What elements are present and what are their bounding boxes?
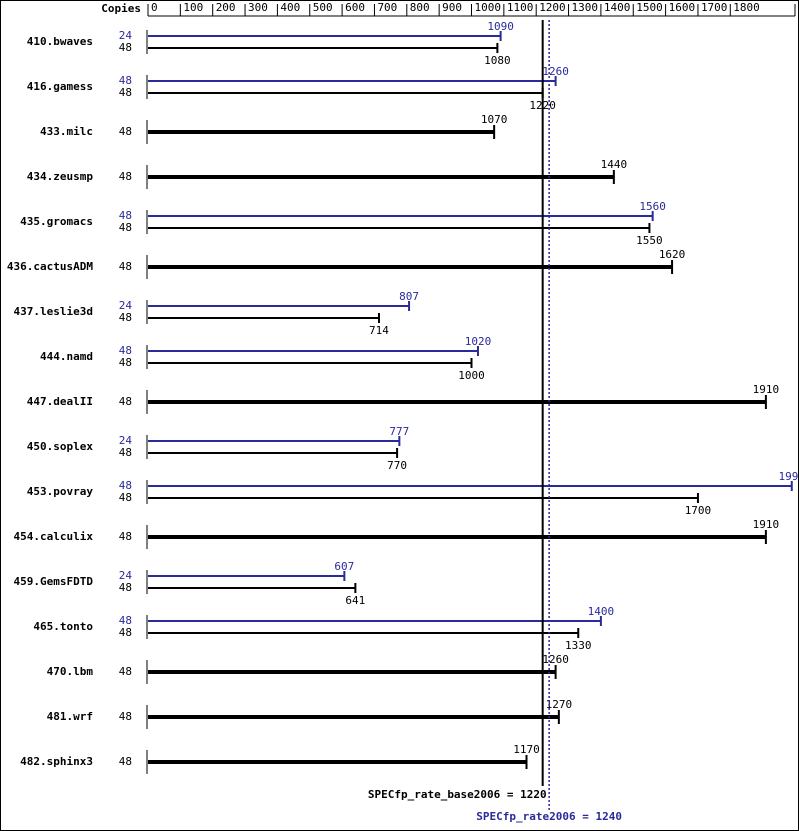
copies-label: 48 [119,125,132,138]
category-label: 481.wrf [47,710,93,723]
copies-label: 48 [119,530,132,543]
value-label: 1550 [636,234,663,247]
x-tick-label: 1600 [669,1,696,14]
category-label: 470.lbm [47,665,94,678]
value-label: 714 [369,324,389,337]
x-tick-label: 800 [410,1,430,14]
value-label: 1400 [588,605,615,618]
x-tick-label: 500 [313,1,333,14]
copies-label: 48 [119,41,132,54]
category-label: 447.dealII [27,395,93,408]
copies-label: 48 [119,710,132,723]
x-tick-label: 1200 [539,1,566,14]
copies-label: 48 [119,74,132,87]
category-label: 434.zeusmp [27,170,94,183]
copies-label: 24 [119,299,133,312]
category-label: 450.soplex [27,440,94,453]
value-label: 1170 [513,743,540,756]
copies-label: 48 [119,479,132,492]
copies-label: 48 [119,755,132,768]
value-label: 807 [399,290,419,303]
category-label: 437.leslie3d [14,305,93,318]
value-label: 1700 [685,504,712,517]
x-tick-label: 300 [248,1,268,14]
category-label: 453.povray [27,485,94,498]
value-label: 1080 [484,54,511,67]
value-label: 1330 [565,639,592,652]
x-tick-label: 1100 [507,1,533,14]
x-tick-label: 600 [345,1,365,14]
value-label: 1270 [546,698,573,711]
x-tick-label: 1800 [733,1,760,14]
reference-label: SPECfp_rate2006 = 1240 [476,810,622,823]
value-label: 1260 [542,65,569,78]
copies-label: 48 [119,221,132,234]
copies-label: 48 [119,581,132,594]
value-label: 1620 [659,248,686,261]
copies-label: 48 [119,311,132,324]
copies-label: 48 [119,170,132,183]
copies-label: 48 [119,209,132,222]
x-tick-label: 100 [183,1,203,14]
category-label: 454.calculix [14,530,94,543]
value-label: 770 [387,459,407,472]
category-label: 435.gromacs [20,215,93,228]
value-label: 1090 [487,20,514,33]
copies-label: 48 [119,446,132,459]
category-label: 444.namd [40,350,93,363]
copies-label: 48 [119,614,132,627]
copies-label: 48 [119,665,132,678]
copies-label: 48 [119,356,132,369]
reference-label: SPECfp_rate_base2006 = 1220 [368,788,547,801]
x-tick-label: 1300 [572,1,599,14]
copies-label: 48 [119,344,132,357]
copies-label: 48 [119,626,132,639]
x-tick-label: 0 [151,1,158,14]
value-label: 1440 [601,158,628,171]
copies-label: 48 [119,260,132,273]
x-tick-label: 1500 [636,1,663,14]
category-label: 436.cactusADM [7,260,93,273]
category-label: 410.bwaves [27,35,93,48]
category-label: 459.GemsFDTD [14,575,94,588]
x-tick-label: 1400 [604,1,631,14]
category-label: 482.sphinx3 [20,755,93,768]
value-label: 1000 [458,369,485,382]
value-label: 1910 [753,383,780,396]
x-tick-label: 200 [216,1,236,14]
copies-label: 48 [119,86,132,99]
copies-label: 24 [119,434,133,447]
copies-label: 24 [119,29,133,42]
category-label: 433.milc [40,125,93,138]
value-label: 607 [334,560,354,573]
x-tick-label: 700 [377,1,397,14]
copies-header: Copies [101,2,141,15]
copies-label: 48 [119,491,132,504]
x-tick-label: 400 [280,1,300,14]
value-label: 1990 [779,470,799,483]
value-label: 641 [345,594,365,607]
x-tick-label: 1700 [701,1,728,14]
copies-label: 24 [119,569,133,582]
value-label: 1260 [542,653,569,666]
x-tick-label: 900 [442,1,462,14]
value-label: 1560 [639,200,666,213]
category-label: 416.gamess [27,80,93,93]
value-label: 1020 [465,335,492,348]
copies-label: 48 [119,395,132,408]
value-label: 1070 [481,113,508,126]
category-label: 465.tonto [33,620,93,633]
value-label: 777 [389,425,409,438]
value-label: 1910 [753,518,780,531]
x-tick-label: 1000 [475,1,502,14]
